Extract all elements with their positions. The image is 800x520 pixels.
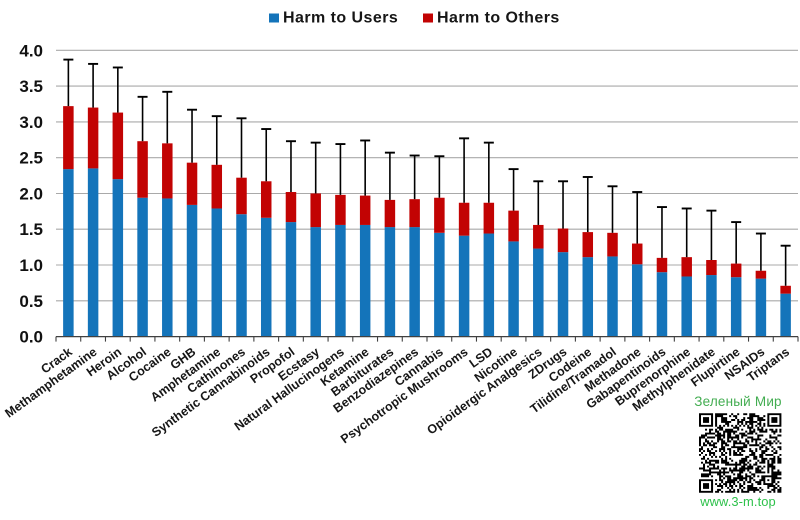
svg-text:4.0: 4.0: [19, 41, 43, 60]
svg-text:1.5: 1.5: [19, 220, 43, 239]
svg-text:Harm to Users: Harm to Users: [283, 10, 398, 27]
svg-text:2.0: 2.0: [19, 185, 43, 204]
svg-text:3.5: 3.5: [19, 77, 43, 96]
svg-text:www.3-m.top: www.3-m.top: [699, 494, 776, 509]
svg-text:Harm to Others: Harm to Others: [437, 10, 560, 27]
svg-text:1.0: 1.0: [19, 256, 43, 275]
svg-text:0.0: 0.0: [19, 328, 43, 347]
svg-text:2.5: 2.5: [19, 149, 43, 168]
svg-text:0.5: 0.5: [19, 292, 43, 311]
svg-text:Зеленый Мир: Зеленый Мир: [694, 394, 782, 409]
svg-text:3.0: 3.0: [19, 113, 43, 132]
